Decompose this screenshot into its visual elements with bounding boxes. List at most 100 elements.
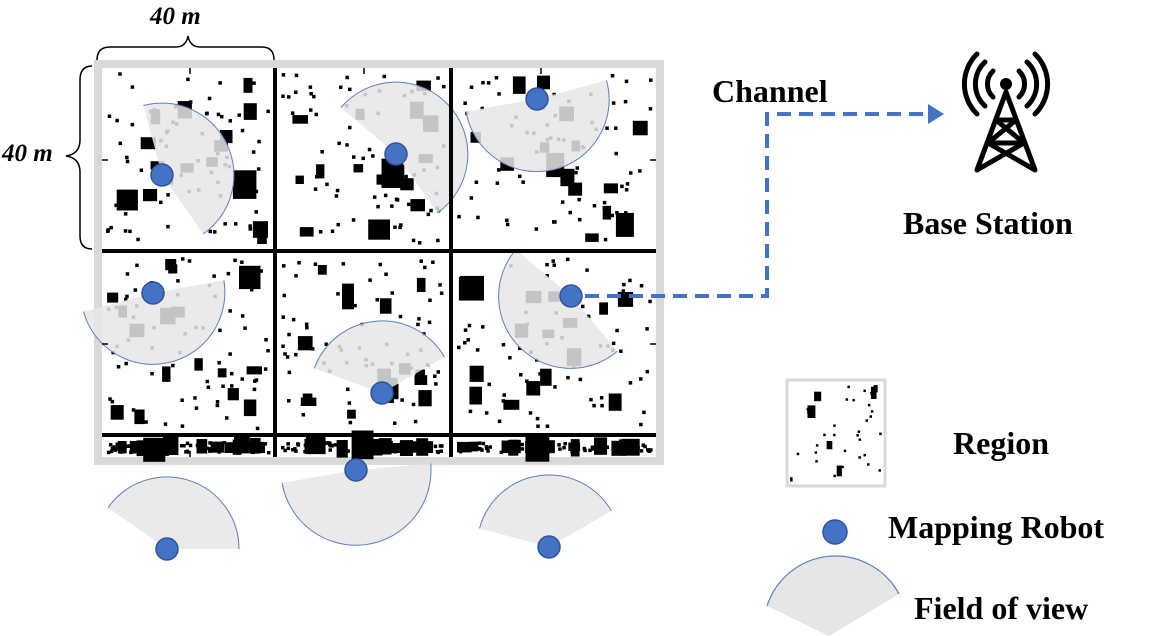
- obstacle-dot: [324, 342, 328, 346]
- obstacle-dot: [294, 73, 299, 78]
- obstacle-block: [217, 368, 227, 378]
- legend-obstacle-dot: [863, 389, 866, 393]
- obstacle-dot: [185, 441, 190, 446]
- obstacle-dot: [228, 352, 232, 356]
- obstacle-dot: [166, 193, 170, 197]
- obstacle-dot: [256, 167, 261, 171]
- obstacle-dot: [308, 85, 313, 89]
- legend-obstacle-dot: [833, 424, 836, 427]
- obstacle-dot: [346, 449, 350, 453]
- obstacle-dot: [351, 218, 356, 222]
- obstacle-dot: [602, 200, 607, 205]
- obstacle-block: [503, 399, 520, 410]
- obstacle-dot: [334, 194, 339, 198]
- obstacle-dot: [208, 449, 212, 453]
- obstacle-dot: [393, 421, 397, 425]
- obstacle-dot: [255, 426, 260, 431]
- legend-obstacle-dot: [815, 460, 818, 463]
- obstacle-dot: [163, 422, 168, 426]
- obstacle-block: [389, 443, 401, 453]
- obstacle-dot: [215, 403, 220, 408]
- field-of-view-arc: [107, 476, 240, 550]
- obstacle-block: [603, 183, 618, 194]
- robot-layer: [141, 87, 583, 561]
- obstacle-dot: [283, 448, 287, 453]
- obstacle-block: [224, 442, 239, 453]
- obstacle-block: [246, 366, 262, 375]
- obstacle-dot: [457, 345, 461, 350]
- obstacle-block: [196, 439, 208, 454]
- field-of-view-layer: [83, 80, 618, 550]
- obstacle-block: [594, 437, 608, 455]
- obstacle-dot: [221, 384, 225, 388]
- obstacle-slab: [381, 158, 405, 188]
- mapping-robot: [537, 535, 561, 559]
- obstacle-dot: [619, 349, 623, 353]
- obstacle-block: [509, 439, 521, 454]
- obstacle-dot: [390, 291, 394, 295]
- channel-arrowhead: [928, 104, 944, 124]
- obstacle-dot: [304, 322, 309, 326]
- obstacle-dot: [438, 283, 442, 287]
- mapping-robot: [141, 281, 165, 305]
- legend-robot-label: Mapping Robot: [888, 509, 1105, 545]
- obstacle-dot: [429, 208, 433, 213]
- legend-robot-marker: [822, 519, 848, 545]
- obstacle-block: [316, 164, 325, 179]
- obstacle-dot: [623, 99, 628, 104]
- obstacle-dot: [390, 204, 394, 208]
- obstacle-dot: [259, 269, 263, 273]
- obstacle-dot: [476, 215, 480, 220]
- obstacle-dot: [114, 203, 118, 208]
- obstacle-block: [457, 441, 472, 453]
- obstacle-dot: [520, 447, 525, 451]
- obstacle-dot: [311, 347, 315, 351]
- obstacle-dot: [305, 325, 309, 330]
- obstacle-dot: [115, 118, 119, 123]
- obstacle-dot: [336, 292, 340, 296]
- obstacle-dot: [603, 237, 608, 242]
- obstacle-dot: [287, 95, 291, 99]
- obstacle-dot: [416, 322, 420, 327]
- obstacle-dot: [566, 375, 570, 380]
- obstacle-dot: [413, 419, 418, 424]
- obstacle-dot: [330, 444, 334, 448]
- obstacle-block: [501, 440, 513, 454]
- width-dimension-label: 40 m: [150, 3, 201, 30]
- obstacle-dot: [481, 441, 486, 446]
- obstacle-dot: [645, 327, 649, 331]
- obstacle-dot: [428, 298, 432, 302]
- obstacle-dot: [313, 262, 318, 266]
- obstacle-dot: [435, 450, 440, 454]
- obstacle-dot: [585, 268, 589, 272]
- obstacle-dot: [124, 297, 128, 302]
- field-of-view-arc: [340, 81, 469, 214]
- obstacle-dot: [348, 125, 352, 130]
- obstacle-dot: [281, 445, 285, 450]
- obstacle-block: [399, 440, 413, 456]
- obstacle-block: [599, 302, 608, 315]
- legend-obstacle-dot: [867, 463, 870, 466]
- obstacle-block: [380, 441, 393, 453]
- field-of-view-arc: [479, 474, 612, 529]
- obstacle-dot: [649, 78, 653, 82]
- obstacle-dot: [345, 143, 349, 147]
- obstacle-slab: [342, 283, 354, 310]
- obstacle-dot: [372, 195, 377, 199]
- field-of-view-arc: [281, 463, 432, 546]
- obstacle-dot: [248, 227, 252, 231]
- obstacle-dot: [578, 377, 583, 382]
- obstacle-block: [243, 103, 257, 120]
- obstacle-dot: [312, 94, 316, 99]
- obstacle-dot: [266, 109, 270, 114]
- obstacle-dot: [225, 416, 229, 420]
- obstacle-block: [512, 76, 526, 94]
- obstacle-dot: [193, 396, 197, 400]
- obstacle-dot: [605, 445, 609, 449]
- legend-fov-label: Field of view: [914, 590, 1089, 626]
- obstacle-dot: [439, 291, 444, 295]
- obstacle-block: [110, 405, 124, 420]
- obstacle-dot: [325, 182, 329, 187]
- obstacle-dot: [264, 338, 268, 342]
- obstacle-dot: [417, 317, 421, 321]
